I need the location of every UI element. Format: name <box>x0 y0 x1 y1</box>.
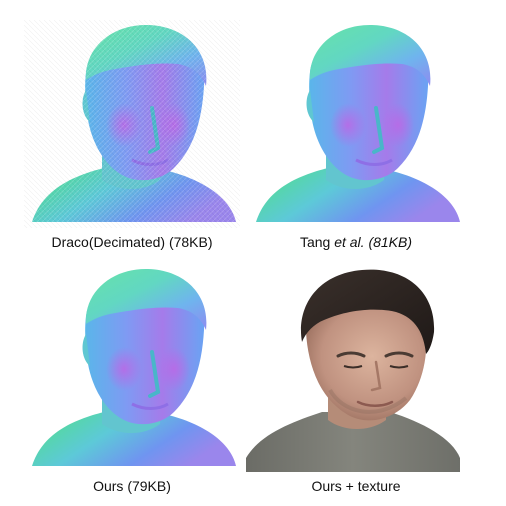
caption-text: Tang <box>299 234 335 250</box>
caption-text: Ours + texture <box>311 478 401 494</box>
caption-italic-text: et al. <box>334 234 365 250</box>
caption-text: Draco(Decimated) (78KB) <box>51 234 213 250</box>
caption-draco-decimated: Draco(Decimated) (78KB) <box>12 233 252 251</box>
panel-tang-et-al <box>248 20 464 228</box>
caption-italic-text: (81KB) <box>364 234 413 250</box>
panel-draco-decimated <box>24 20 240 228</box>
head-normal-map-render <box>32 268 236 466</box>
panel-ours-texture <box>246 262 464 472</box>
head-normal-map-render <box>256 24 460 222</box>
panel-ours <box>24 262 240 472</box>
caption-text: Ours (79KB) <box>93 478 171 494</box>
head-textured-render <box>246 269 460 472</box>
caption-ours-texture: Ours + texture <box>236 477 476 495</box>
caption-tang-et-al: Tang et al. (81KB) <box>236 233 476 251</box>
head-normal-map-render <box>24 20 240 228</box>
caption-ours: Ours (79KB) <box>12 477 252 495</box>
